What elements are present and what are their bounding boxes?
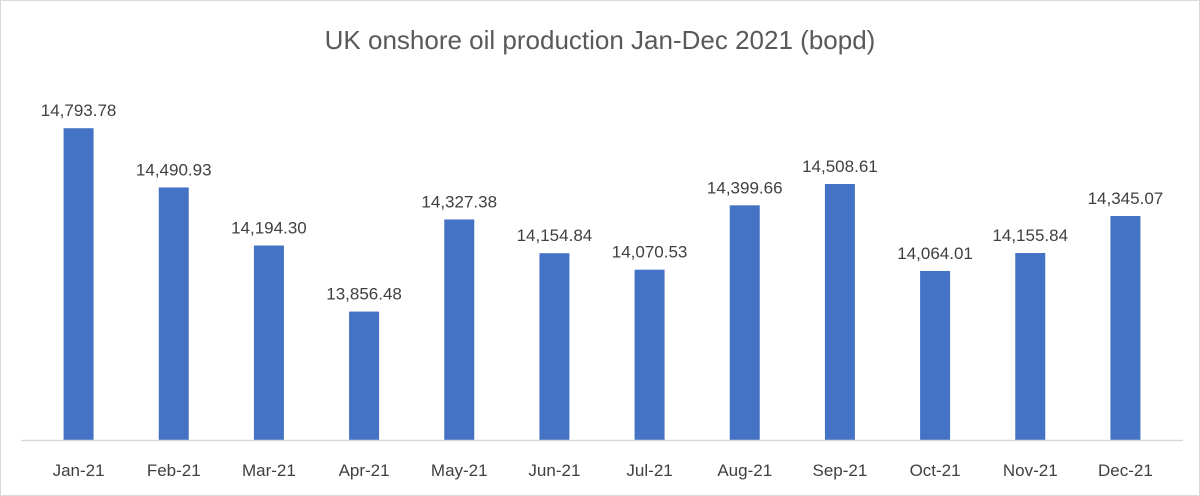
bar-dec-21 [1110, 215, 1141, 440]
bar-oct-21 [920, 270, 951, 440]
bar-jan-21 [63, 128, 94, 440]
bar-jul-21 [634, 269, 665, 440]
bar-apr-21 [349, 311, 380, 440]
chart-title: UK onshore oil production Jan-Dec 2021 (… [324, 25, 876, 55]
x-tick-labels-layer: Jan-21 Feb-21 Mar-21 Apr-21 May-21 Jun-21 Jul-… [53, 461, 1153, 480]
bar-aug-21 [729, 205, 760, 440]
x-tick-label-sep-21: Sep-21 [813, 461, 868, 480]
data-label-oct-21: 14,064.01 [897, 244, 973, 263]
data-label-mar-21: 14,194.30 [231, 218, 307, 237]
bar-feb-21 [158, 187, 189, 440]
x-tick-label-may-21: May-21 [431, 461, 488, 480]
bar-nov-21 [1015, 253, 1046, 440]
data-label-aug-21: 14,399.66 [707, 178, 783, 197]
x-tick-label-oct-21: Oct-21 [910, 461, 961, 480]
x-tick-label-feb-21: Feb-21 [147, 461, 201, 480]
data-label-jul-21: 14,070.53 [612, 243, 688, 262]
data-label-jan-21: 14,793.78 [41, 101, 117, 120]
x-tick-label-jun-21: Jun-21 [528, 461, 580, 480]
bars-layer [63, 128, 1141, 440]
data-labels-layer: 14,793.78 14,490.93 14,194.30 13,856.48 14,3… [41, 101, 1163, 303]
bar-may-21 [444, 219, 475, 440]
x-tick-label-apr-21: Apr-21 [339, 461, 390, 480]
bar-jun-21 [539, 253, 570, 440]
data-label-sep-21: 14,508.61 [802, 157, 878, 176]
bar-mar-21 [253, 245, 284, 440]
data-label-feb-21: 14,490.93 [136, 160, 212, 179]
x-tick-label-aug-21: Aug-21 [717, 461, 772, 480]
x-tick-label-nov-21: Nov-21 [1003, 461, 1058, 480]
x-tick-label-jan-21: Jan-21 [53, 461, 105, 480]
data-label-dec-21: 14,345.07 [1088, 189, 1164, 208]
data-label-nov-21: 14,155.84 [992, 226, 1068, 245]
bar-sep-21 [824, 184, 855, 440]
data-label-jun-21: 14,154.84 [517, 226, 593, 245]
x-tick-label-mar-21: Mar-21 [242, 461, 296, 480]
data-label-may-21: 14,327.38 [421, 192, 497, 211]
data-label-apr-21: 13,856.48 [326, 285, 402, 304]
x-tick-label-jul-21: Jul-21 [626, 461, 672, 480]
x-tick-label-dec-21: Dec-21 [1098, 461, 1153, 480]
